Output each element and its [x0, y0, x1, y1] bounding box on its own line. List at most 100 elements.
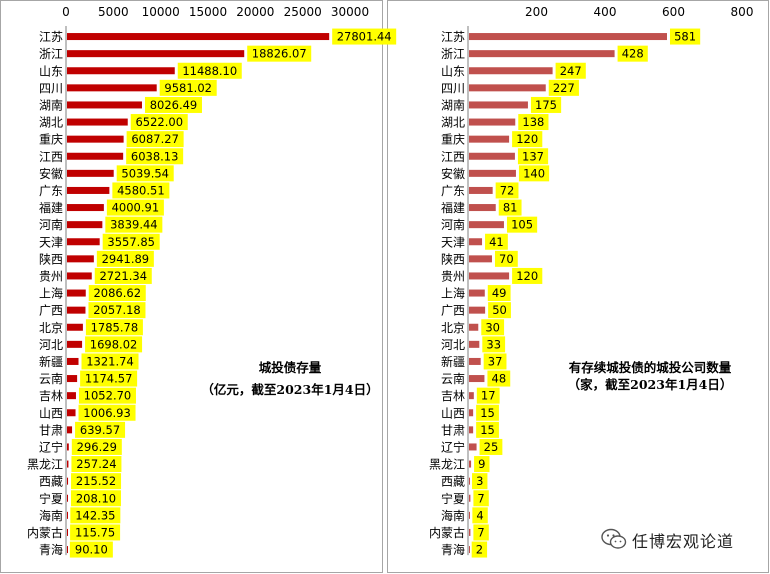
data-label-box [488, 302, 511, 319]
left-chart-title: 城投债存量 [259, 360, 322, 375]
category-label: 四川 [39, 81, 63, 95]
category-label: 湖南 [39, 97, 63, 112]
data-label: 2057.18 [93, 303, 141, 317]
data-label: 11488.10 [182, 64, 237, 78]
category-label: 湖北 [441, 115, 465, 130]
category-label: 广东 [39, 184, 63, 198]
category-label: 重庆 [39, 133, 63, 147]
data-label: 37 [488, 354, 503, 368]
data-label: 120 [516, 269, 538, 283]
bar [67, 186, 110, 194]
bar [469, 528, 471, 536]
bar [469, 494, 471, 502]
data-label-box [102, 233, 160, 250]
data-label: 639.57 [80, 423, 120, 437]
data-label-box [70, 524, 121, 541]
data-label: 120 [516, 132, 538, 146]
data-label-box [518, 114, 549, 131]
data-label-box [116, 165, 174, 182]
data-label: 8026.49 [150, 98, 198, 112]
data-label-box [518, 165, 550, 182]
data-label: 9 [478, 457, 485, 471]
bar [469, 375, 485, 383]
category-label: 贵州 [39, 269, 63, 283]
data-label-box [71, 473, 122, 490]
data-label-box [471, 541, 488, 558]
data-label: 48 [492, 372, 507, 386]
bar [469, 50, 615, 58]
data-label-box [512, 131, 543, 148]
data-label-box [332, 28, 397, 45]
data-label: 2721.34 [99, 269, 147, 283]
category-label: 黑龙江 [27, 458, 63, 472]
bar [67, 50, 245, 58]
data-label-box [105, 216, 163, 233]
data-label: 15 [480, 406, 495, 420]
bar [67, 204, 104, 212]
bar [67, 443, 69, 451]
data-label: 227 [553, 81, 575, 95]
data-label: 2086.62 [93, 286, 141, 300]
data-label-box [247, 45, 312, 62]
bar [469, 306, 486, 314]
data-label-box [473, 524, 489, 541]
bar [469, 135, 510, 143]
data-label-box [177, 62, 242, 79]
data-label-box [555, 62, 586, 79]
x-tick-label: 600 [662, 5, 685, 19]
data-label-box [476, 387, 500, 404]
bar [469, 443, 477, 451]
bar [67, 375, 78, 383]
data-label: 4 [476, 508, 483, 522]
data-label: 41 [489, 235, 504, 249]
bar [67, 289, 86, 297]
bar [67, 511, 68, 519]
data-label-box [472, 473, 488, 490]
x-tick-label: 30000 [331, 5, 369, 19]
category-label: 四川 [441, 81, 465, 95]
data-label: 1052.70 [84, 389, 132, 403]
bar [469, 84, 546, 92]
debt-stock-chart: 0 5000 10000 15000 20000 25000 30000 江苏 27801.44… [27, 5, 397, 558]
data-label: 72 [500, 183, 515, 197]
data-label-box [88, 302, 146, 319]
data-label-box [481, 319, 505, 336]
category-label: 江苏 [39, 30, 63, 44]
data-label: 5039.54 [121, 166, 169, 180]
data-label-box [69, 541, 113, 558]
category-label: 西藏 [39, 475, 63, 489]
right-chart-subtitle: （家，截至2023年1月4日） [568, 377, 733, 392]
bar [469, 477, 470, 485]
data-label: 6087.27 [131, 132, 179, 146]
bar [469, 546, 470, 554]
bar [67, 135, 124, 143]
data-label-box [81, 353, 139, 370]
data-label-box [144, 96, 202, 113]
category-label: 青海 [39, 542, 63, 557]
data-label: 1174.57 [85, 372, 133, 386]
data-label: 2941.89 [102, 252, 150, 266]
category-label: 天津 [39, 235, 63, 249]
data-label: 6522.00 [135, 115, 183, 129]
category-label: 河南 [39, 217, 63, 232]
bar [469, 392, 474, 400]
data-label: 140 [523, 166, 545, 180]
category-label: 青海 [441, 542, 465, 557]
category-label: 陕西 [39, 251, 63, 266]
x-tick-label: 25000 [284, 5, 322, 19]
category-label: 陕西 [441, 251, 465, 266]
bar [469, 460, 472, 468]
bar [469, 118, 516, 126]
data-label: 49 [492, 286, 507, 300]
data-label-box [126, 131, 184, 148]
bar [469, 186, 493, 194]
category-label: 上海 [441, 286, 465, 301]
data-label-box [485, 233, 508, 250]
bar [469, 255, 492, 263]
category-label: 黑龙江 [429, 458, 465, 472]
data-label: 90.10 [75, 543, 108, 557]
category-label: 北京 [441, 321, 465, 335]
data-label: 428 [622, 47, 644, 61]
category-label: 重庆 [441, 133, 465, 147]
